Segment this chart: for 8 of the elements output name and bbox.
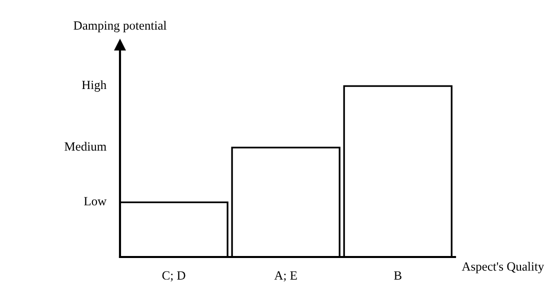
x-tick-label: A; E <box>274 271 297 282</box>
text: High <box>82 80 106 92</box>
y-axis-title: Damping potential <box>74 20 166 32</box>
x-tick-label: B <box>394 271 402 280</box>
x-tick-label: C; D <box>162 271 186 282</box>
text: Medium <box>64 142 106 151</box>
x-axis-title: Aspect's Quality <box>462 262 544 274</box>
text: Low <box>84 197 107 206</box>
